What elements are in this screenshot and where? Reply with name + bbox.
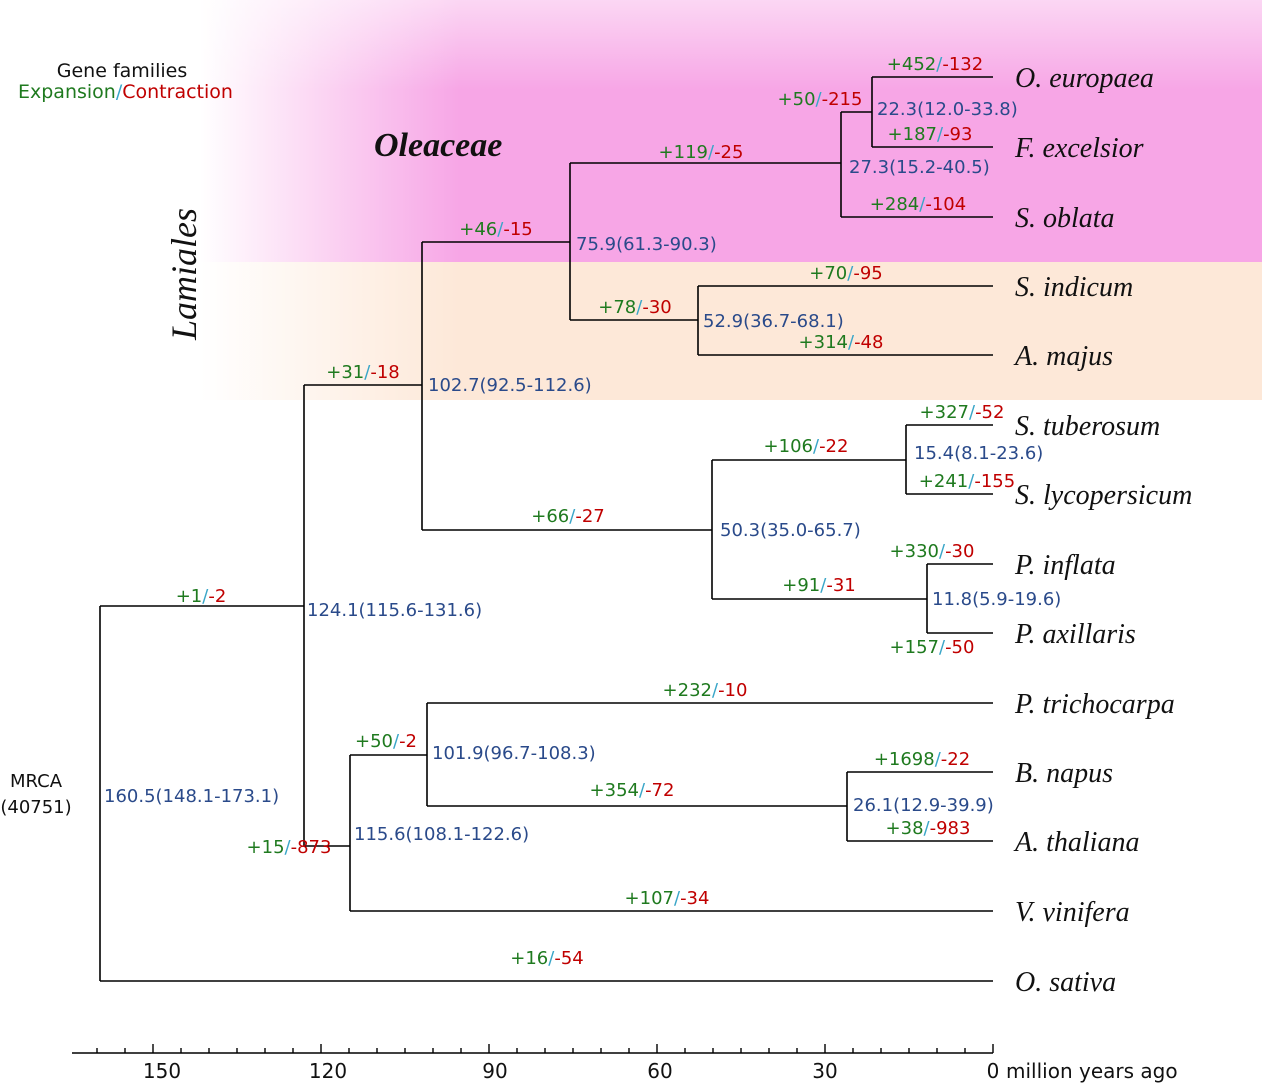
gene-change: +70/-95 [809, 263, 882, 284]
gene-change: +16/-54 [510, 948, 583, 969]
legend-line: Expansion/Contraction [18, 81, 233, 103]
gene-change: +327/-52 [920, 402, 1005, 423]
node-age: 124.1(115.6-131.6) [307, 600, 482, 621]
gene-change: +38/-983 [886, 818, 971, 839]
gene-change-labels: +452/-132 +187/-93 +284/-104 +70/-95 +31… [176, 54, 1015, 969]
gene-change: +1/-2 [176, 586, 227, 607]
gene-change: +330/-30 [890, 541, 975, 562]
species-label: A. majus [1013, 341, 1113, 372]
gene-change: +187/-93 [888, 124, 973, 145]
gene-change: +354/-72 [590, 780, 675, 801]
legend-slash: / [116, 81, 123, 103]
species-label: P. trichocarpa [1014, 689, 1175, 720]
node-age: 75.9(61.3-90.3) [576, 234, 717, 255]
species-label: S. indicum [1015, 272, 1133, 303]
root-count: (40751) [0, 797, 71, 818]
gene-change: +66/-27 [531, 506, 604, 527]
axis-tick-label: 150 [143, 1059, 181, 1083]
axis-tick-label: 60 [647, 1059, 672, 1083]
gene-change: +78/-30 [598, 297, 671, 318]
species-label: A. thaliana [1013, 827, 1139, 858]
tree-branches [99, 76, 993, 982]
axis-tick-label: 90 [482, 1059, 507, 1083]
gene-change: +107/-34 [625, 888, 710, 909]
node-age: 102.7(92.5-112.6) [428, 375, 592, 396]
node-age: 27.3(15.2-40.5) [849, 157, 990, 178]
clade-title-oleaceae: Oleaceae [374, 127, 502, 164]
species-label: S. oblata [1015, 203, 1115, 234]
gene-change: +50/-2 [355, 731, 417, 752]
node-age: 115.6(108.1-122.6) [354, 824, 529, 845]
band-fade-top [200, 0, 1262, 90]
root-label: MRCA [10, 771, 63, 792]
node-age-labels: 160.5(148.1-173.1) 124.1(115.6-131.6) 11… [104, 99, 1061, 845]
species-label: O. europaea [1015, 63, 1154, 94]
species-label: S. lycopersicum [1015, 480, 1192, 511]
node-age: 50.3(35.0-65.7) [720, 520, 861, 541]
legend-title: Gene families [57, 60, 187, 82]
node-age: 52.9(36.7-68.1) [703, 311, 844, 332]
species-label: O. sativa [1015, 967, 1116, 998]
gene-change: +284/-104 [870, 194, 966, 215]
node-age: 101.9(96.7-108.3) [432, 743, 596, 764]
node-age: 11.8(5.9-19.6) [932, 589, 1061, 610]
gene-change: +31/-18 [326, 362, 399, 383]
gene-change: +157/-50 [890, 637, 975, 658]
legend-expansion: Expansion [18, 81, 116, 103]
gene-change: +241/-155 [919, 471, 1015, 492]
species-label: B. napus [1015, 758, 1113, 789]
axis-tick-label: 120 [309, 1059, 347, 1083]
gene-change: +119/-25 [659, 142, 744, 163]
clade-title-lamiales: Lamiales [164, 208, 204, 341]
time-axis: 150 120 90 60 30 0 million years ago [72, 1044, 1178, 1083]
node-age: 26.1(12.9-39.9) [853, 795, 994, 816]
gene-change: +15/-873 [247, 837, 332, 858]
axis-tick-label: 0 [987, 1059, 1000, 1083]
node-age: 22.3(12.0-33.8) [877, 99, 1018, 120]
node-age: 160.5(148.1-173.1) [104, 786, 279, 807]
gene-change: +91/-31 [782, 575, 855, 596]
legend-contraction: Contraction [122, 81, 233, 103]
gene-change: +50/-215 [778, 89, 863, 110]
gene-change: +314/-48 [799, 332, 884, 353]
species-label: P. inflata [1014, 550, 1116, 581]
gene-change: +232/-10 [663, 680, 748, 701]
species-label: F. excelsior [1014, 133, 1144, 164]
species-label: V. vinifera [1015, 897, 1130, 928]
axis-tick-label: 30 [812, 1059, 837, 1083]
species-labels: O. europaea F. excelsior S. oblata S. in… [1013, 63, 1192, 998]
gene-change: +1698/-22 [874, 749, 970, 770]
gene-change: +452/-132 [887, 54, 983, 75]
species-label: P. axillaris [1014, 619, 1136, 650]
species-label: S. tuberosum [1015, 411, 1160, 442]
axis-unit-label: million years ago [1006, 1059, 1178, 1083]
gene-change: +106/-22 [764, 436, 849, 457]
node-age: 15.4(8.1-23.6) [914, 443, 1043, 464]
gene-change: +46/-15 [459, 219, 532, 240]
